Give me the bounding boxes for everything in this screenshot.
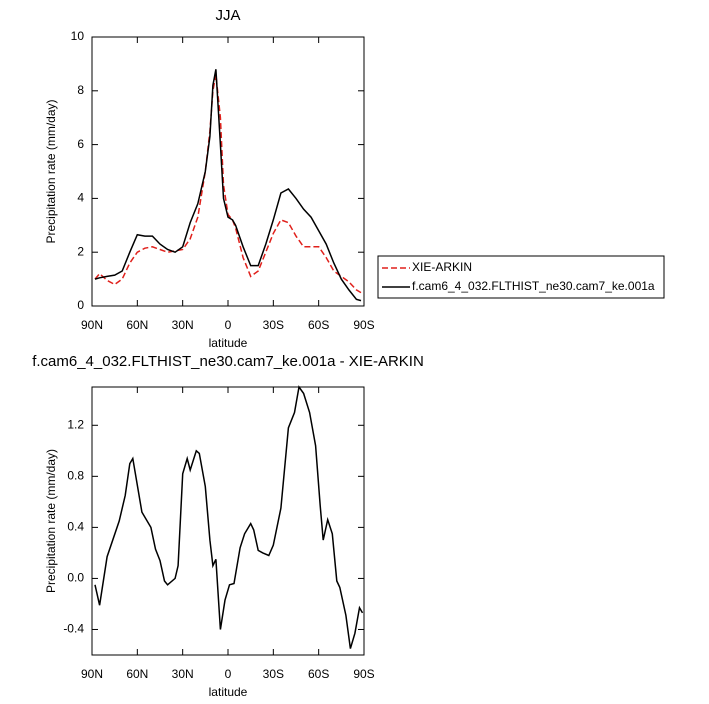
y-tick-label: 4 xyxy=(77,191,84,205)
x-tick-label: 30N xyxy=(172,667,194,681)
x-tick-label: 30N xyxy=(172,318,194,332)
y-tick-label: 0 xyxy=(77,298,84,312)
x-tick-label: 0 xyxy=(225,318,232,332)
x-tick-label: 0 xyxy=(225,667,232,681)
chart-title: f.cam6_4_032.FLTHIST_ne30.cam7_ke.001a -… xyxy=(32,353,424,370)
y-tick-label: 10 xyxy=(71,29,85,43)
series-line xyxy=(94,74,362,294)
y-tick-label: 2 xyxy=(77,244,84,258)
x-tick-label: 30S xyxy=(263,667,284,681)
series-line xyxy=(94,69,362,302)
y-tick-label: 0.0 xyxy=(67,571,84,585)
plot-frame xyxy=(91,36,365,307)
x-tick-label: 90N xyxy=(81,667,103,681)
y-tick-label: 1.2 xyxy=(67,417,84,431)
x-tick-label: 60N xyxy=(126,667,148,681)
legend-box xyxy=(377,255,665,299)
legend-label: f.cam6_4_032.FLTHIST_ne30.cam7_ke.001a xyxy=(412,279,655,293)
y-axis-label: Precipitation rate (mm/day) xyxy=(44,99,58,243)
plot-frame xyxy=(91,386,365,656)
x-tick-label: 90S xyxy=(353,318,374,332)
y-tick-label: 6 xyxy=(77,137,84,151)
x-axis-label: latitude xyxy=(209,685,248,699)
series-line xyxy=(94,385,364,649)
y-tick-label: -0.4 xyxy=(63,622,84,636)
x-tick-label: 90N xyxy=(81,318,103,332)
chart-title: JJA xyxy=(215,7,240,24)
x-tick-label: 30S xyxy=(263,318,284,332)
x-tick-label: 60S xyxy=(308,667,329,681)
y-axis-label: Precipitation rate (mm/day) xyxy=(44,449,58,593)
legend-label: XIE-ARKIN xyxy=(412,260,472,274)
y-tick-label: 8 xyxy=(77,83,84,97)
y-tick-label: 0.4 xyxy=(67,520,84,534)
x-tick-label: 90S xyxy=(353,667,374,681)
x-axis-label: latitude xyxy=(209,336,248,350)
x-tick-label: 60S xyxy=(308,318,329,332)
y-tick-label: 0.8 xyxy=(67,469,84,483)
x-tick-label: 60N xyxy=(126,318,148,332)
